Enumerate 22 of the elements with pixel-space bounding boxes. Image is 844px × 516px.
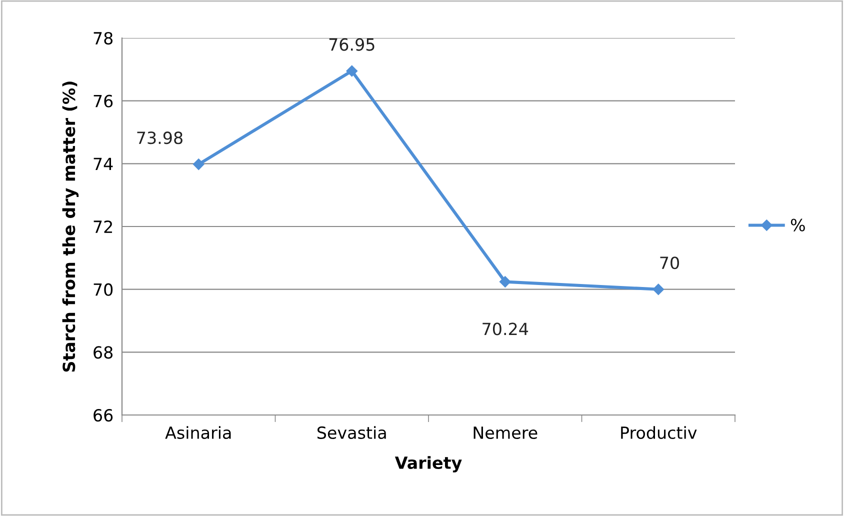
x-tick-label: Sevastia [317,426,386,440]
y-tick-label: 66 [94,408,113,422]
x-tick-label: Asinaria [165,426,231,440]
y-tick-label: 78 [94,32,113,45]
y-tick-label: 72 [94,220,112,233]
y-axis-title: Starch from the dry matter (%) [62,82,79,372]
y-tick-label: 76 [94,94,113,108]
point [652,284,664,295]
point [346,65,358,77]
x-tick-label: Nemere [474,426,538,440]
y-tick-label: 74 [94,158,113,170]
y-tick-label: 68 [94,346,113,359]
x-tick-label: Productiv [621,426,697,440]
data-label: 70.24 [482,322,528,336]
data-label: 73.98 [137,132,182,144]
point [500,276,511,288]
data-label: 70 [660,256,679,270]
point [193,158,204,170]
legend-label: % [790,218,805,232]
x-axis-title: Variety [394,456,462,472]
data-label: 76.95 [329,38,374,51]
y-tick-label: 70 [94,283,113,296]
